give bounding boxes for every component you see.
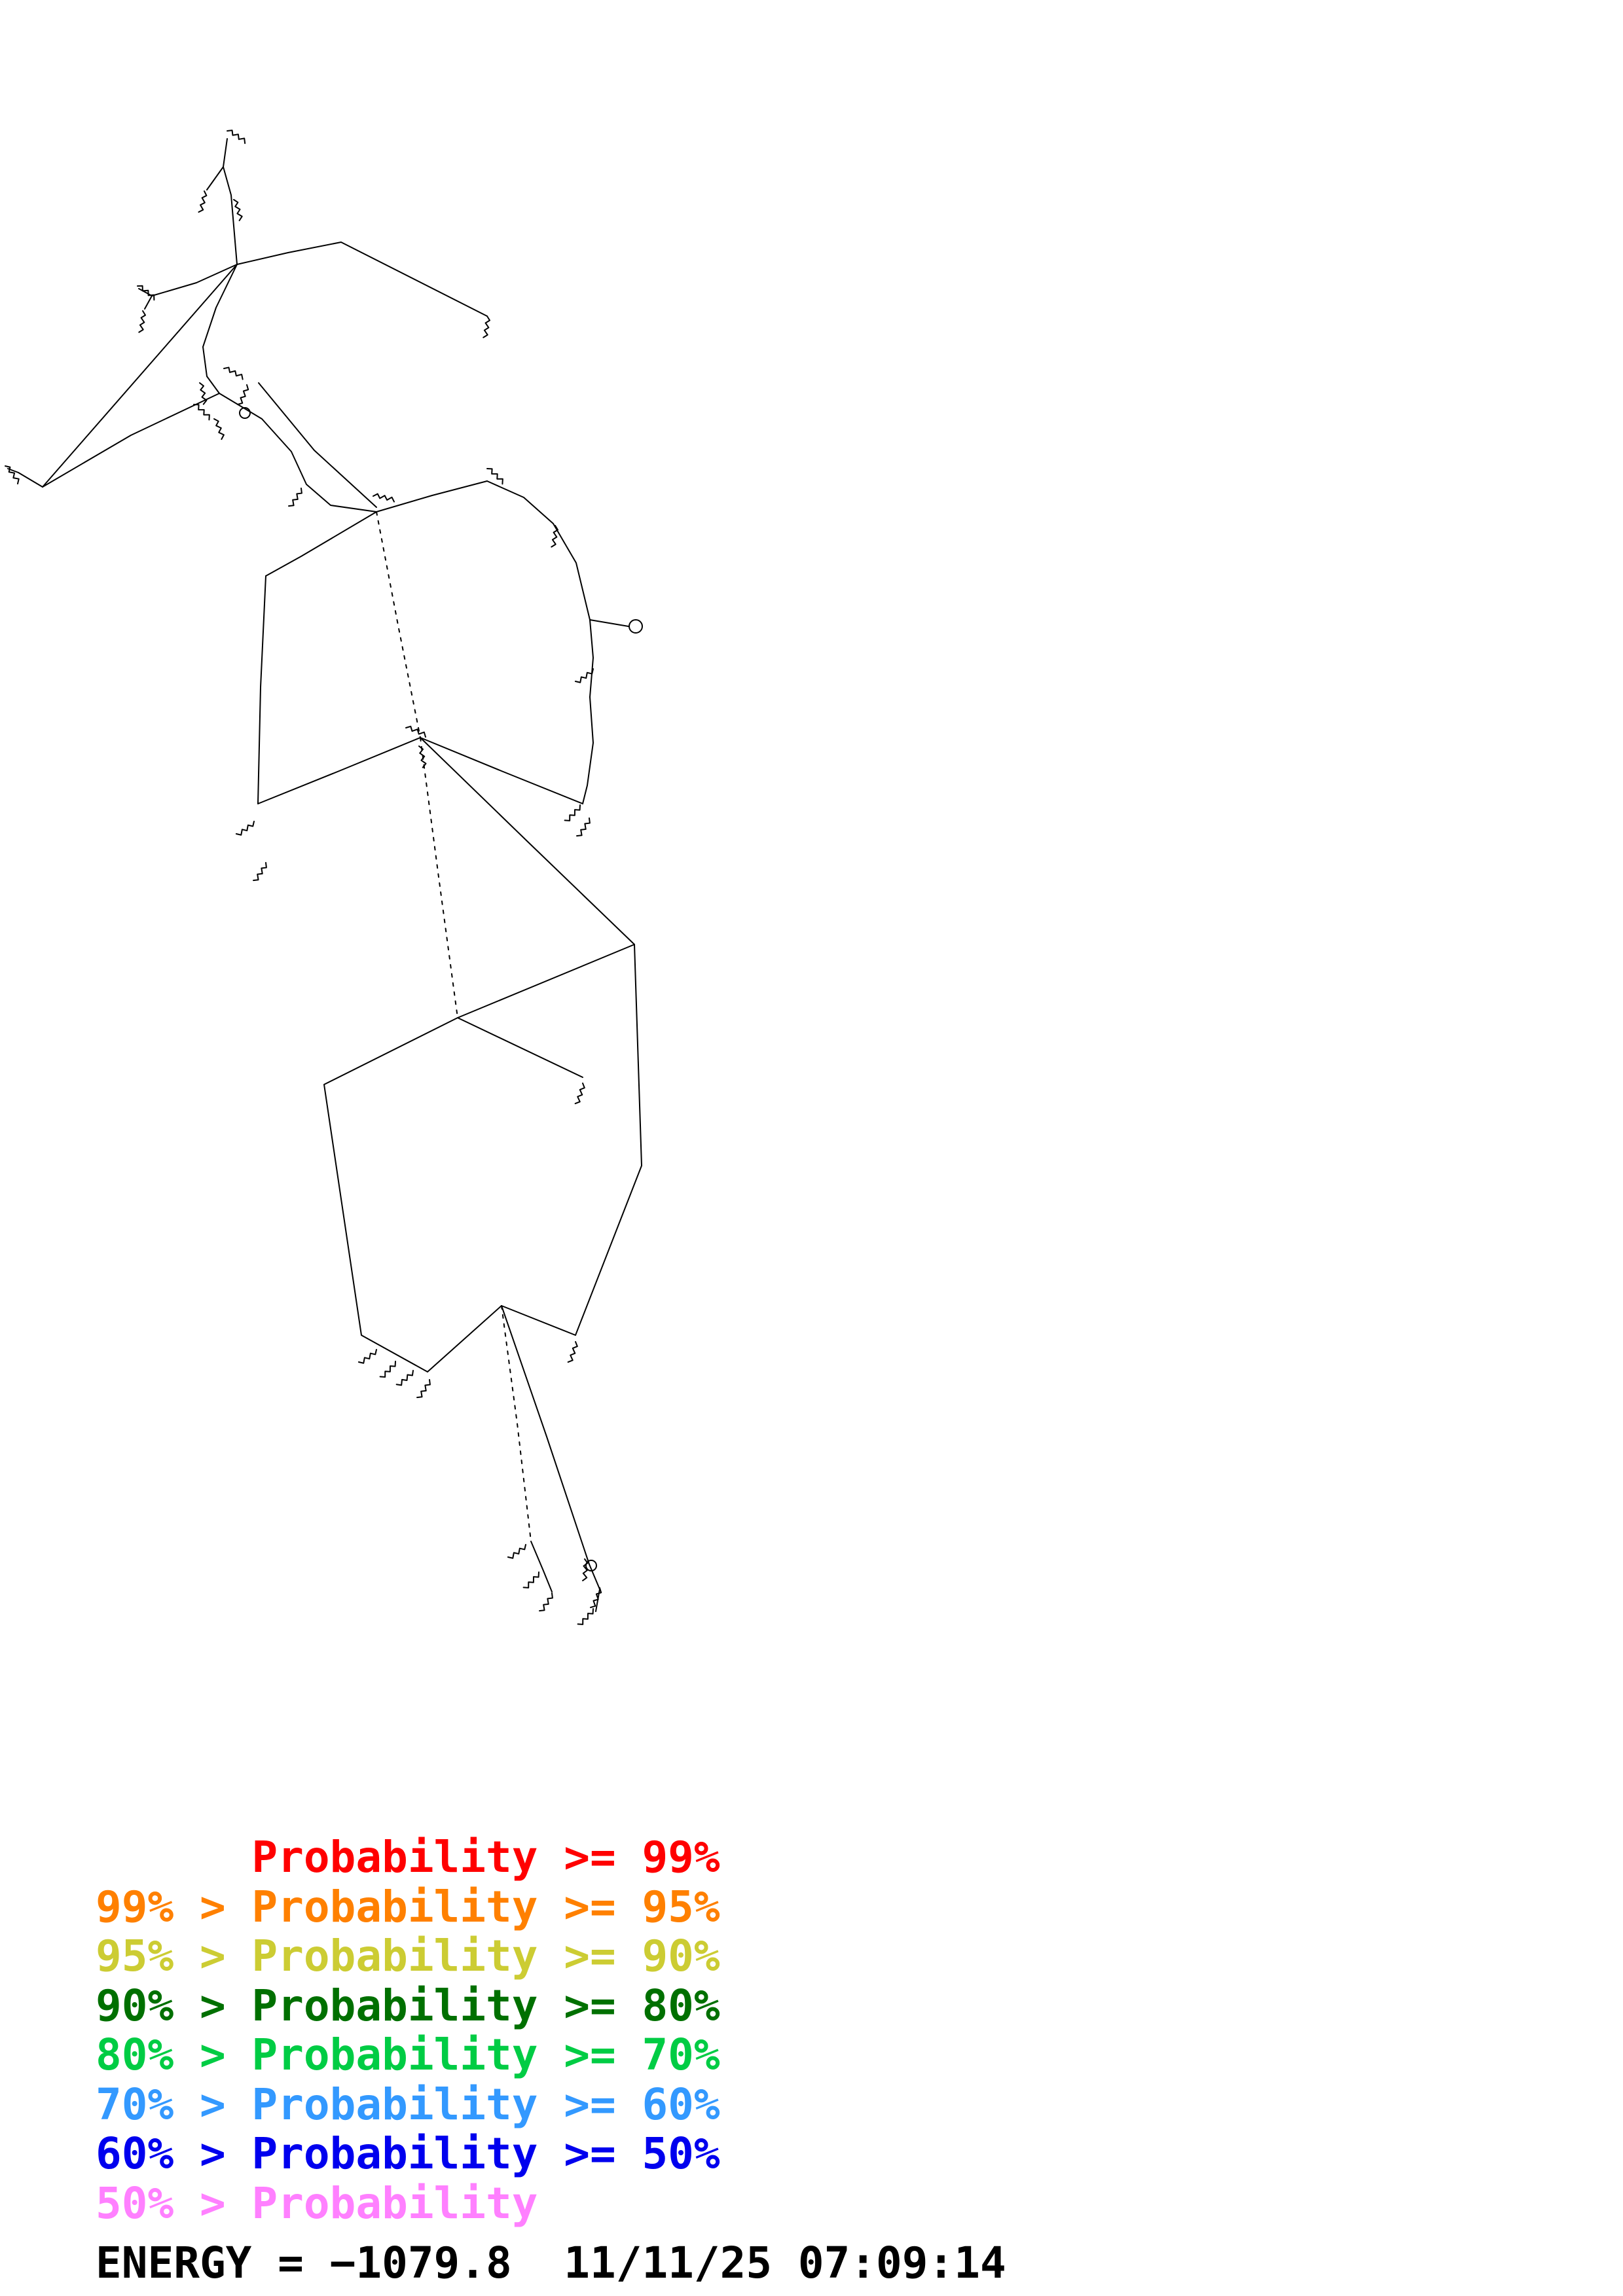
base-cluster [568,1083,592,1106]
base-cluster [393,1370,417,1388]
backbone-line [144,295,153,310]
base-cluster [475,315,497,340]
backbone-line [42,393,220,488]
backbone-line [501,1305,590,1565]
backbone-line [486,480,591,620]
base-cluster [227,124,247,149]
base-cluster [486,464,505,488]
backbone-line [257,575,266,804]
base-cluster [248,862,272,883]
base-cluster [234,821,257,836]
legend-item: 50% > Probability [96,2178,538,2229]
backbone-line [223,166,238,265]
backbone-line [376,511,421,738]
base-cluster [130,310,153,334]
legend-item: 80% > Probability >= 70% [96,2030,720,2080]
legend-item: 99% > Probability >= 95% [96,1881,720,1932]
backbone-line [582,619,594,804]
base-cluster [373,486,396,510]
base-cluster [211,418,226,440]
base-cluster [5,463,20,486]
base-cluster [283,488,308,509]
base-cluster [223,361,246,386]
backbone-line [219,393,377,512]
legend-item: 60% > Probability >= 50% [96,2128,720,2179]
backbone-line [151,264,238,296]
structure-backbone [5,124,643,1627]
probability-legend: Probability >= 99% 99% > Probability >= 9… [96,1833,720,2228]
backbone-line [420,737,635,945]
base-cluster [560,1341,585,1365]
nucleotide-marker [239,407,251,419]
backbone-line [420,737,583,804]
nucleotide-marker [629,619,643,634]
legend-item: Probability >= 99% [96,1832,720,1882]
backbone-line [236,242,488,317]
backbone-line [42,264,238,488]
base-cluster [574,1608,598,1627]
base-cluster [560,804,585,823]
backbone-line [323,944,642,1372]
backbone-line [206,138,228,190]
energy-readout: ENERGY = −1079.8 11/11/25 07:09:14 [96,2238,1006,2288]
base-cluster [519,1571,543,1590]
base-cluster [505,1544,528,1560]
backbone-line [202,264,238,394]
backbone-line [265,511,377,577]
base-cluster [193,400,212,424]
base-cluster [572,817,596,838]
backbone-line [257,737,421,804]
base-cluster [584,1587,608,1610]
backbone-line [420,737,458,1018]
legend-item: 95% > Probability >= 90% [96,1931,720,1981]
backbone-line [589,619,629,627]
backbone-line [501,1305,532,1542]
base-cluster [534,1592,558,1613]
backbone-line [258,382,377,508]
base-cluster [412,1379,436,1400]
legend-item: 70% > Probability >= 60% [96,2079,720,2130]
backbone-line [376,480,488,512]
backbone-line [530,1541,553,1592]
base-cluster [191,190,214,214]
base-cluster [356,1349,379,1365]
nucleotide-marker [585,1560,597,1571]
base-cluster [376,1361,400,1380]
backbone-line [457,1017,583,1078]
backbone-line [7,468,43,488]
legend-item: 90% > Probability >= 80% [96,1980,720,2031]
